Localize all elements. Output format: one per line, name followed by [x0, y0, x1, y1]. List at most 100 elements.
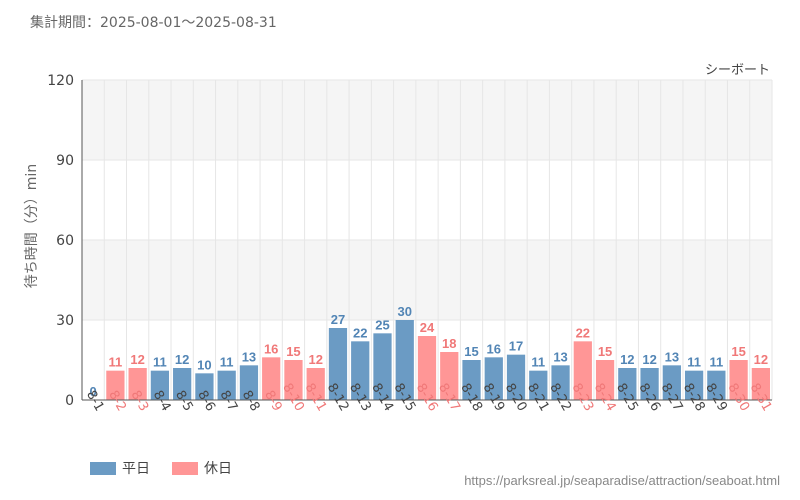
value-label-8-18: 15: [464, 344, 478, 359]
x-tick-label-8-26: 8-26: [635, 381, 663, 414]
x-tick-label-8-20: 8-20: [502, 381, 530, 414]
value-label-8-13: 22: [353, 325, 367, 340]
bar-8-19: [484, 357, 503, 400]
value-label-8-31: 12: [754, 352, 768, 367]
x-tick-label-8-28: 8-28: [680, 381, 708, 414]
value-label-8-25: 12: [620, 352, 634, 367]
bar-8-15: [395, 320, 414, 400]
bar-8-16: [417, 336, 437, 400]
x-tick-label-8-29: 8-29: [702, 381, 730, 414]
value-label-8-28: 11: [687, 355, 701, 370]
x-tick-label-8-18: 8-18: [457, 381, 485, 414]
chart-band: [82, 240, 772, 320]
legend-label-holiday: 休日: [204, 461, 232, 477]
chart-bands: [82, 80, 772, 320]
x-tick-label-8-27: 8-27: [658, 381, 686, 414]
bar-8-10: [284, 360, 303, 400]
value-label-8-17: 18: [442, 336, 456, 351]
x-tick-label-8-16: 8-16: [413, 381, 441, 414]
bar-8-13: [351, 341, 370, 400]
bar-8-14: [373, 333, 392, 400]
value-label-8-11: 12: [308, 352, 322, 367]
x-tick-label-8-30: 8-30: [724, 381, 752, 414]
x-tick-label-8-15: 8-15: [391, 381, 419, 414]
value-label-8-20: 17: [509, 339, 523, 354]
chart-title: シーボート: [705, 63, 770, 78]
value-label-8-12: 27: [331, 312, 345, 327]
chart-bars: [106, 320, 770, 400]
value-label-8-27: 13: [665, 349, 679, 364]
chart-grid: [81, 79, 773, 400]
y-tick-label-90: 90: [56, 153, 74, 169]
value-label-8-3: 12: [130, 352, 144, 367]
bar-8-27: [662, 365, 681, 400]
value-label-8-24: 15: [598, 344, 612, 359]
value-label-8-23: 22: [576, 325, 590, 340]
y-tick-label-0: 0: [65, 393, 74, 409]
value-label-8-9: 16: [264, 341, 278, 356]
legend-item-weekday[interactable]: 平日: [90, 458, 150, 478]
bar-8-8: [239, 365, 259, 400]
period-label: 集計期間：2025-08-01～2025-08-31: [30, 15, 277, 31]
chart-axes: [81, 80, 772, 401]
chart-y-ticks: 0 30 60 90 120: [47, 73, 74, 409]
value-label-8-14: 25: [375, 317, 389, 332]
x-tick-label-8-25: 8-25: [613, 381, 641, 414]
x-tick-label-8-19: 8-19: [480, 381, 508, 414]
bar-8-25: [618, 368, 637, 400]
bar-8-24: [595, 360, 615, 400]
bar-8-17: [440, 352, 459, 400]
bar-8-6: [195, 373, 214, 400]
value-label-8-2: 11: [109, 355, 123, 370]
x-tick-label-8-22: 8-22: [546, 381, 574, 414]
bar-8-21: [529, 370, 548, 400]
source-url[interactable]: https://parksreal.jp/seaparadise/attract…: [464, 473, 780, 488]
legend-label-weekday: 平日: [122, 461, 150, 477]
x-tick-label-8-24: 8-24: [591, 381, 619, 414]
value-label-8-30: 15: [731, 344, 745, 359]
x-tick-label-8-12: 8-12: [324, 381, 352, 414]
bar-8-7: [217, 370, 236, 400]
bar-8-9: [262, 357, 281, 400]
value-label-8-6: 10: [197, 357, 211, 372]
value-label-8-16: 24: [420, 320, 435, 335]
bar-8-23: [573, 341, 592, 400]
bar-8-31: [751, 368, 770, 400]
bar-8-26: [640, 368, 659, 400]
x-tick-label-8-31: 8-31: [747, 381, 775, 414]
value-label-8-5: 12: [175, 352, 189, 367]
x-tick-label-8-21: 8-21: [524, 381, 552, 414]
value-label-8-1: 0: [90, 384, 97, 399]
bar-8-30: [729, 360, 748, 400]
legend-swatch-weekday: [90, 461, 116, 475]
x-tick-label-8-1: 8-1: [83, 388, 107, 414]
x-tick-label-8-10: 8-10: [279, 381, 307, 414]
x-tick-label-8-13: 8-13: [346, 381, 374, 414]
y-axis-label: 待ち時間（分）min: [24, 164, 40, 288]
y-tick-label-120: 120: [47, 73, 74, 89]
bar-8-28: [684, 370, 704, 400]
legend-item-holiday[interactable]: 休日: [172, 458, 232, 478]
legend-swatch-holiday: [172, 461, 198, 475]
bar-8-12: [328, 328, 348, 400]
x-tick-label-8-23: 8-23: [569, 381, 597, 414]
y-tick-label-30: 30: [56, 313, 74, 329]
value-label-8-29: 11: [709, 355, 723, 370]
bar-8-4: [150, 370, 170, 400]
bar-8-5: [173, 368, 192, 400]
bar-8-2: [106, 370, 125, 400]
x-tick-label-8-14: 8-14: [368, 381, 396, 414]
x-tick-label-8-17: 8-17: [435, 381, 463, 414]
bar-8-20: [506, 354, 526, 400]
bar-8-18: [462, 360, 481, 400]
value-label-8-7: 11: [220, 355, 234, 370]
bar-8-22: [551, 365, 570, 400]
chart-band: [82, 80, 772, 160]
y-tick-label-60: 60: [56, 233, 74, 249]
value-label-8-10: 15: [286, 344, 300, 359]
bar-8-11: [306, 368, 325, 400]
value-label-8-26: 12: [642, 352, 656, 367]
bar-8-3: [128, 368, 147, 400]
